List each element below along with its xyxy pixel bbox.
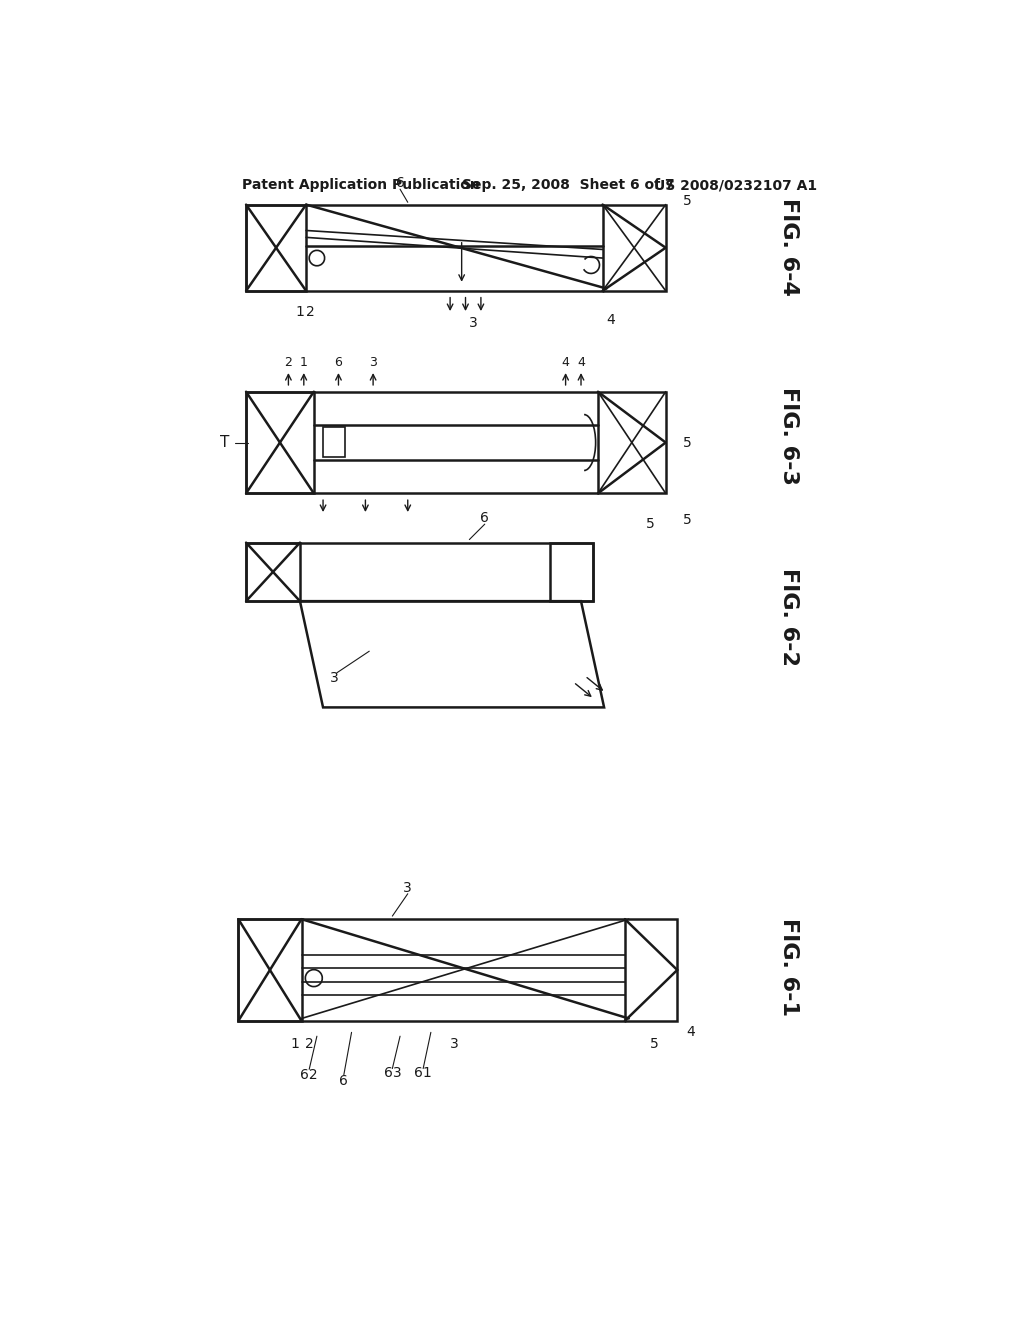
- Text: 4: 4: [687, 1026, 695, 1039]
- Text: 6: 6: [395, 176, 404, 190]
- Text: FIG. 6-1: FIG. 6-1: [779, 917, 799, 1016]
- Text: 5: 5: [683, 513, 691, 527]
- Text: US 2008/0232107 A1: US 2008/0232107 A1: [654, 178, 817, 193]
- Bar: [246, 392, 313, 494]
- Bar: [323, 428, 345, 457]
- Text: 4: 4: [562, 356, 569, 370]
- Text: 3: 3: [450, 1038, 459, 1051]
- Text: 4: 4: [606, 313, 614, 327]
- Text: 1: 1: [296, 305, 304, 319]
- Text: 1: 1: [291, 1038, 300, 1051]
- Text: T: T: [220, 436, 229, 450]
- Text: 5: 5: [683, 436, 691, 450]
- Text: 4: 4: [578, 356, 585, 370]
- Bar: [246, 543, 593, 601]
- Text: 5: 5: [646, 517, 654, 531]
- Bar: [246, 205, 306, 290]
- Text: FIG. 6-4: FIG. 6-4: [779, 198, 799, 296]
- Text: 6: 6: [339, 1074, 348, 1088]
- Bar: [246, 543, 300, 601]
- Text: 6: 6: [335, 356, 342, 370]
- Text: 1: 1: [300, 356, 308, 370]
- Text: 3: 3: [469, 317, 477, 330]
- Bar: [239, 919, 301, 1020]
- Text: Patent Application Publication: Patent Application Publication: [243, 178, 480, 193]
- Bar: [246, 392, 666, 494]
- Text: 62: 62: [300, 1068, 318, 1081]
- Text: 2: 2: [305, 1038, 313, 1051]
- Text: 61: 61: [415, 1067, 432, 1080]
- Text: 63: 63: [384, 1067, 401, 1080]
- Text: FIG. 6-3: FIG. 6-3: [779, 387, 799, 484]
- Text: 5: 5: [683, 194, 691, 207]
- Text: 3: 3: [370, 356, 377, 370]
- Text: 3: 3: [330, 671, 339, 685]
- Text: 5: 5: [650, 1038, 658, 1051]
- Text: 6: 6: [480, 511, 489, 525]
- Text: Sep. 25, 2008  Sheet 6 of 7: Sep. 25, 2008 Sheet 6 of 7: [462, 178, 674, 193]
- Bar: [550, 543, 593, 601]
- Bar: [239, 919, 677, 1020]
- Text: 2: 2: [306, 305, 315, 319]
- Bar: [246, 205, 666, 290]
- Text: 2: 2: [285, 356, 292, 370]
- Text: FIG. 6-2: FIG. 6-2: [779, 568, 799, 665]
- Text: 3: 3: [403, 882, 412, 895]
